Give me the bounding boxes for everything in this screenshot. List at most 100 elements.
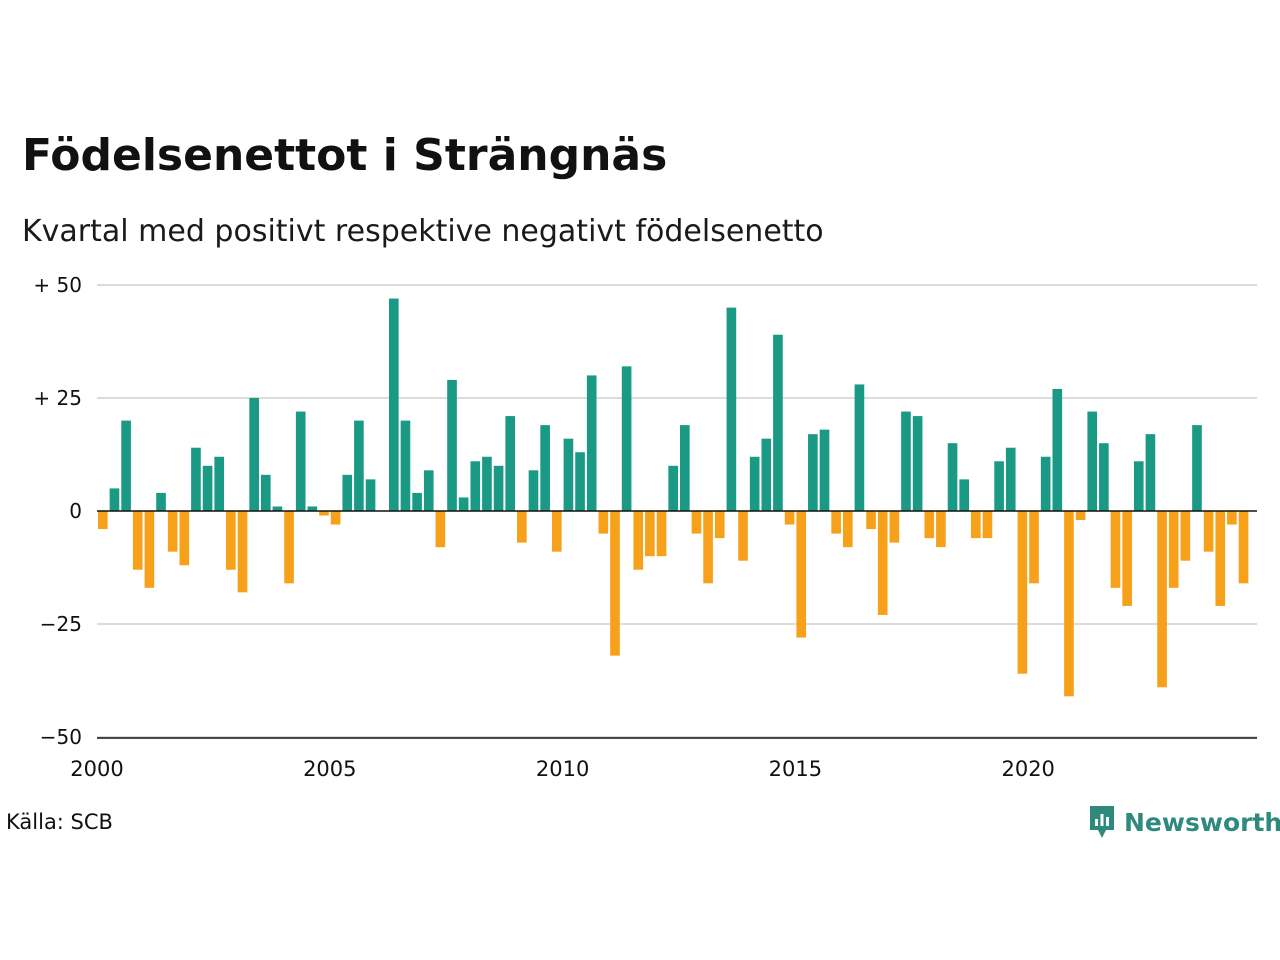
bar-negative — [179, 511, 190, 566]
bar-negative — [691, 511, 702, 534]
bar-positive — [621, 366, 632, 511]
bar-negative — [226, 511, 236, 570]
y-tick-label: + 50 — [33, 273, 82, 297]
bar-negative — [1227, 511, 1237, 525]
bar-negative — [633, 511, 644, 570]
bar-positive — [505, 416, 516, 511]
bar-negative — [517, 511, 527, 543]
bar-positive — [400, 420, 411, 511]
bar-negative — [167, 511, 178, 552]
x-tick-label: 2000 — [70, 757, 123, 781]
bar-positive — [191, 447, 201, 511]
bar-positive — [1052, 388, 1063, 511]
bar-negative — [144, 511, 155, 588]
bar-positive — [202, 465, 213, 511]
bar-negative — [330, 511, 341, 525]
bar-positive — [458, 497, 469, 511]
bar-positive — [749, 456, 760, 511]
bar-positive — [819, 429, 830, 511]
bar-positive — [447, 379, 457, 511]
bar-positive — [156, 492, 166, 511]
bar-positive — [342, 474, 353, 511]
chart-subtitle: Kvartal med positivt respektive negativt… — [22, 214, 824, 249]
bar-positive — [1087, 411, 1098, 511]
bar-negative — [645, 511, 655, 557]
x-tick-label: 2005 — [303, 757, 356, 781]
bar-negative — [551, 511, 562, 552]
bar-negative — [1157, 511, 1167, 688]
bar-negative — [132, 511, 143, 570]
bar-negative — [796, 511, 807, 638]
bar-positive — [354, 420, 364, 511]
bar-positive — [423, 470, 434, 511]
newsworthy-logo-icon — [1090, 806, 1114, 838]
bar-positive — [1145, 434, 1156, 511]
y-tick-label: −50 — [40, 725, 82, 749]
x-tick-label: 2010 — [536, 757, 589, 781]
bar-negative — [831, 511, 841, 534]
bar-negative — [738, 511, 748, 561]
bar-negative — [784, 511, 795, 525]
bar-negative — [877, 511, 888, 615]
x-tick-label: 2020 — [1001, 757, 1054, 781]
bar-positive — [1040, 456, 1051, 511]
bar-negative — [284, 511, 294, 584]
bar-negative — [656, 511, 667, 557]
bar-positive — [528, 470, 539, 511]
bar-negative — [866, 511, 876, 530]
bars — [98, 298, 1249, 697]
bar-negative — [703, 511, 713, 584]
y-tick-label: + 25 — [33, 386, 82, 410]
bar-positive — [272, 506, 283, 511]
bar-positive — [214, 456, 225, 511]
bar-negative — [982, 511, 993, 539]
bar-positive — [680, 425, 690, 511]
bar-positive — [563, 438, 574, 511]
bar-positive — [260, 474, 271, 511]
bar-positive — [586, 375, 597, 511]
bar-positive — [994, 461, 1004, 511]
bar-positive — [109, 488, 120, 511]
axes: + 50 + 25 0 −25 −50 2000 2005 2010 2015 2020 — [33, 273, 1257, 781]
bar-positive — [912, 416, 923, 511]
bar-positive — [249, 398, 259, 511]
bar-negative — [1215, 511, 1226, 606]
bar-positive — [470, 461, 481, 511]
bar-negative — [714, 511, 725, 539]
bar-positive — [808, 434, 818, 511]
bar-positive — [412, 492, 422, 511]
bar-negative — [435, 511, 446, 548]
bar-positive — [947, 443, 958, 511]
bar-positive — [1099, 443, 1109, 511]
bar-positive — [307, 506, 318, 511]
bar-positive — [540, 425, 550, 511]
bar-negative — [319, 511, 329, 516]
bar-positive — [365, 479, 376, 511]
bar-negative — [936, 511, 946, 548]
source-note: Källa: SCB — [6, 810, 113, 834]
bar-negative — [1203, 511, 1214, 552]
bar-positive — [1192, 425, 1202, 511]
bar-negative — [924, 511, 935, 539]
bar-positive — [1133, 461, 1144, 511]
bar-negative — [1017, 511, 1028, 674]
bar-positive — [854, 384, 865, 511]
bar-negative — [971, 511, 981, 539]
bar-negative — [1122, 511, 1132, 606]
bar-positive — [773, 334, 783, 511]
bar-positive — [295, 411, 306, 511]
bar-negative — [598, 511, 609, 534]
gridlines — [97, 284, 1257, 738]
bar-positive — [959, 479, 969, 511]
y-tick-label: 0 — [69, 499, 82, 523]
bar-negative — [889, 511, 900, 543]
bar-negative — [1075, 511, 1086, 521]
bar-positive — [482, 456, 492, 511]
y-tick-label: −25 — [40, 612, 82, 636]
bar-positive — [761, 438, 772, 511]
bar-negative — [1168, 511, 1179, 588]
bar-negative — [237, 511, 248, 593]
bar-positive — [668, 465, 678, 511]
bar-positive — [726, 307, 737, 511]
bar-negative — [1180, 511, 1191, 561]
